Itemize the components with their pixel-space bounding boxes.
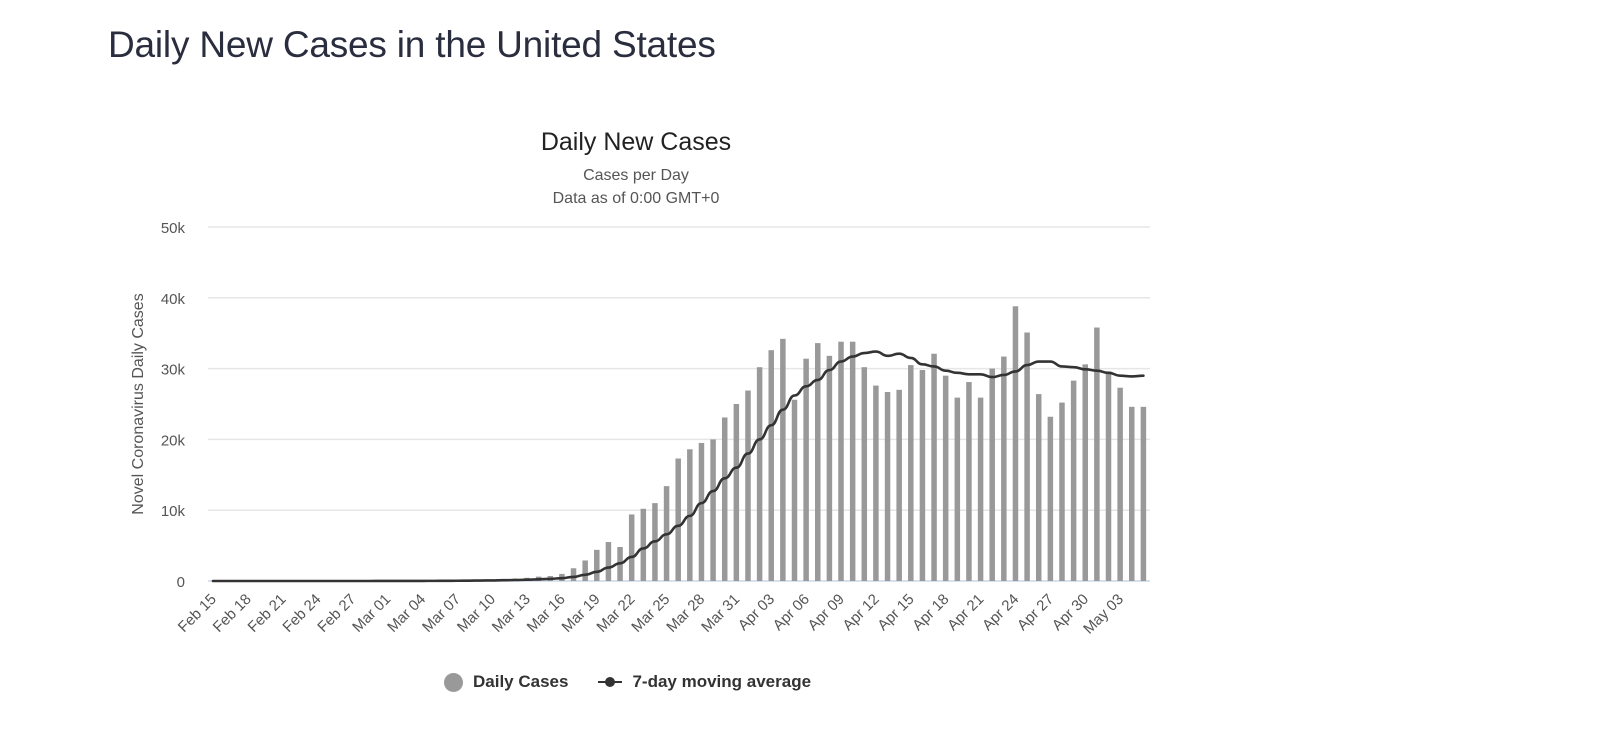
y-axis-ticks: 0 10k 20k 30k 40k 50k — [161, 220, 186, 591]
x-tick-label: Mar 31 — [698, 591, 743, 636]
bar-daily-cases[interactable] — [862, 367, 868, 581]
bar-daily-cases[interactable] — [827, 356, 833, 581]
y-axis-title: Novel Coronavirus Daily Cases — [130, 293, 147, 514]
x-tick-label: Feb 24 — [279, 591, 324, 636]
x-tick-label: Apr 12 — [839, 591, 882, 634]
bar-daily-cases[interactable] — [1013, 306, 1019, 581]
y-tick-label: 0 — [177, 574, 185, 591]
bar-daily-cases[interactable] — [943, 376, 949, 581]
bar-daily-cases[interactable] — [1001, 357, 1007, 581]
y-tick-label: 50k — [161, 220, 186, 237]
y-tick-label: 40k — [161, 291, 186, 308]
bar-daily-cases[interactable] — [1036, 394, 1042, 581]
bar-daily-cases[interactable] — [1094, 328, 1100, 581]
x-tick-label: Apr 09 — [805, 591, 848, 634]
bar-daily-cases[interactable] — [1106, 371, 1112, 581]
bar-daily-cases[interactable] — [757, 367, 763, 581]
x-tick-label: Apr 15 — [874, 591, 917, 634]
bar-daily-cases[interactable] — [1141, 407, 1147, 581]
x-tick-label: Mar 07 — [419, 591, 464, 636]
bar-daily-cases[interactable] — [955, 398, 961, 581]
bar-daily-cases[interactable] — [641, 509, 647, 581]
bar-daily-cases[interactable] — [920, 370, 926, 581]
bar-series-daily-cases — [280, 306, 1146, 581]
bar-daily-cases[interactable] — [629, 514, 635, 581]
bar-daily-cases[interactable] — [699, 443, 705, 581]
legend-label-moving-average: 7-day moving average — [632, 672, 811, 692]
bar-daily-cases[interactable] — [582, 560, 588, 581]
bar-daily-cases[interactable] — [780, 339, 786, 581]
bar-daily-cases[interactable] — [1083, 364, 1089, 581]
y-tick-label: 10k — [161, 503, 186, 520]
x-tick-label: Apr 27 — [1014, 591, 1057, 634]
line-marker-icon — [598, 676, 622, 688]
chart-legend: Daily Cases 7-day moving average — [444, 672, 811, 692]
bar-daily-cases[interactable] — [768, 350, 774, 581]
x-tick-label: Feb 18 — [210, 591, 255, 636]
x-tick-label: Apr 21 — [944, 591, 987, 634]
bar-daily-cases[interactable] — [710, 439, 716, 581]
bar-daily-cases[interactable] — [885, 392, 891, 581]
bar-daily-cases[interactable] — [989, 369, 995, 581]
x-tick-label: Feb 27 — [314, 591, 359, 636]
bar-daily-cases[interactable] — [1129, 407, 1135, 581]
bar-daily-cases[interactable] — [1024, 332, 1030, 581]
bar-daily-cases[interactable] — [1071, 381, 1077, 581]
legend-label-daily-cases: Daily Cases — [473, 672, 568, 692]
bar-daily-cases[interactable] — [571, 568, 577, 581]
legend-item-daily-cases[interactable]: Daily Cases — [444, 672, 568, 692]
x-tick-label: Feb 15 — [175, 591, 220, 636]
legend-item-moving-average[interactable]: 7-day moving average — [598, 672, 811, 692]
bar-daily-cases[interactable] — [1117, 388, 1123, 581]
y-tick-label: 20k — [161, 432, 186, 449]
bar-daily-cases[interactable] — [745, 391, 751, 581]
bar-daily-cases[interactable] — [838, 342, 844, 581]
bar-daily-cases[interactable] — [734, 404, 740, 581]
x-tick-label: Apr 03 — [735, 591, 778, 634]
bar-daily-cases[interactable] — [966, 382, 972, 581]
x-tick-label: Feb 21 — [245, 591, 290, 636]
x-tick-label: Apr 18 — [909, 591, 952, 634]
bar-daily-cases[interactable] — [803, 359, 809, 581]
chart-title: Daily New Cases — [541, 128, 731, 156]
bar-daily-cases[interactable] — [722, 417, 728, 581]
bar-daily-cases[interactable] — [873, 386, 879, 581]
bar-daily-cases[interactable] — [850, 342, 856, 581]
x-tick-label: Mar 22 — [593, 591, 638, 636]
x-tick-label: Mar 13 — [489, 591, 534, 636]
circle-marker-icon — [444, 673, 463, 692]
bar-daily-cases[interactable] — [792, 400, 798, 581]
x-tick-label: Mar 16 — [524, 591, 569, 636]
x-tick-label: May 03 — [1080, 591, 1127, 638]
bar-daily-cases[interactable] — [1048, 417, 1054, 581]
bar-daily-cases[interactable] — [978, 398, 984, 581]
x-tick-label: Mar 25 — [628, 591, 673, 636]
bar-daily-cases[interactable] — [1059, 403, 1065, 581]
x-tick-label: Mar 10 — [454, 591, 499, 636]
x-tick-label: Mar 28 — [663, 591, 708, 636]
bar-daily-cases[interactable] — [594, 550, 600, 581]
chart-subtitle: Cases per Day — [583, 167, 689, 184]
x-tick-label: Mar 19 — [559, 591, 604, 636]
y-tick-label: 30k — [161, 362, 186, 379]
bar-daily-cases[interactable] — [606, 542, 612, 581]
chart-subtitle-date: Data as of 0:00 GMT+0 — [553, 190, 720, 207]
x-tick-label: Apr 06 — [770, 591, 813, 634]
bar-daily-cases[interactable] — [931, 354, 937, 581]
bar-daily-cases[interactable] — [908, 365, 914, 581]
x-tick-label: Mar 04 — [384, 591, 429, 636]
x-tick-label: Mar 01 — [349, 591, 394, 636]
x-tick-label: Apr 24 — [979, 591, 1022, 634]
bar-daily-cases[interactable] — [896, 390, 902, 581]
bar-daily-cases[interactable] — [675, 459, 681, 581]
